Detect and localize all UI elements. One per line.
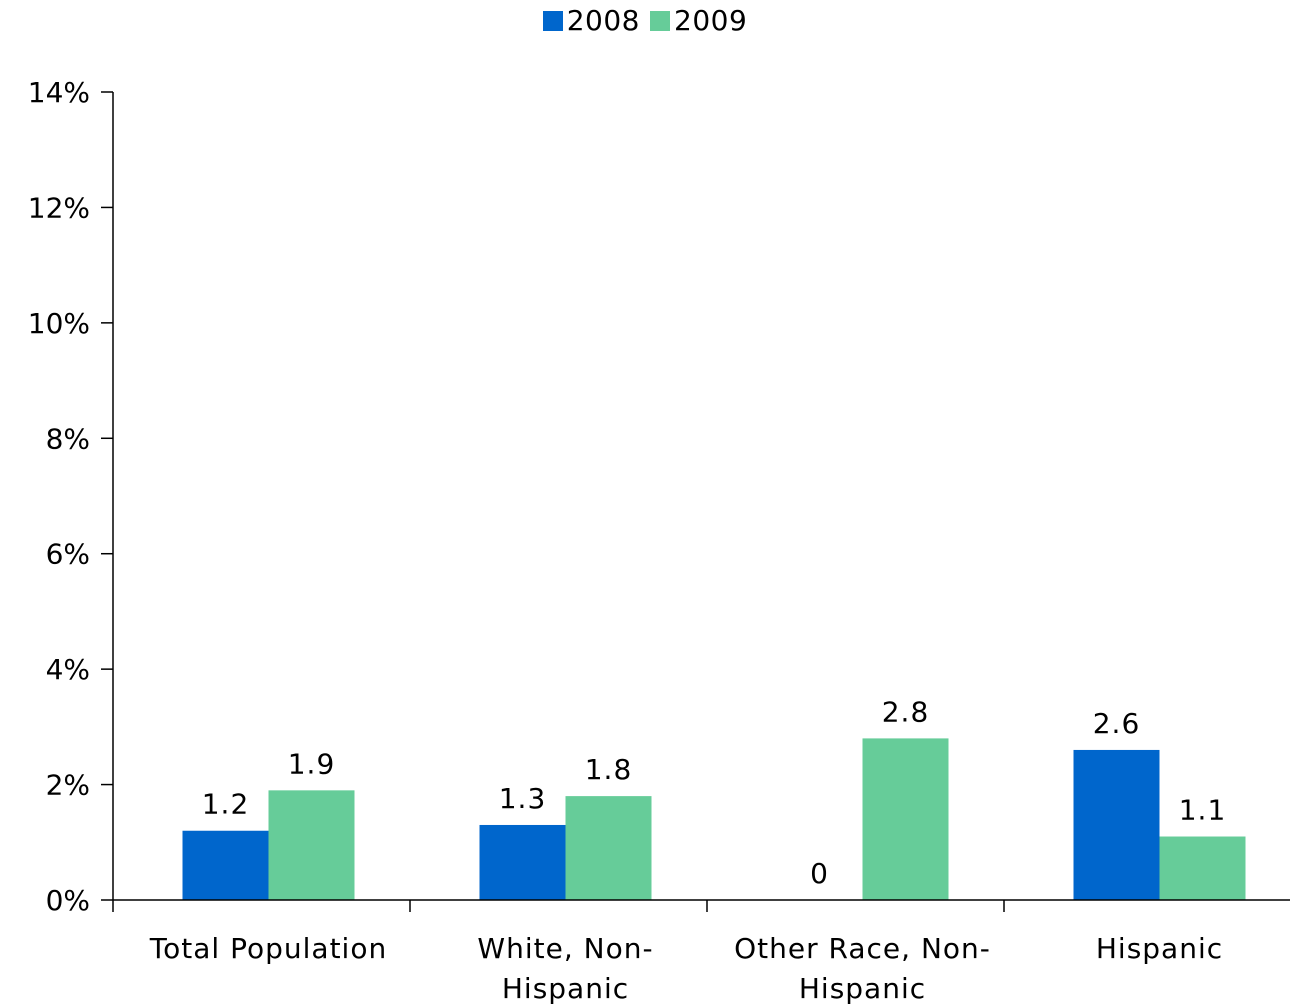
data-label-2009-2: 2.8 bbox=[882, 695, 930, 728]
data-label-2009-1: 1.8 bbox=[585, 753, 633, 786]
bar-2009-0 bbox=[268, 790, 355, 900]
bar-2008-0 bbox=[182, 830, 269, 900]
x-tick-label: Hispanic bbox=[799, 972, 926, 1005]
data-label-2008-2: 0 bbox=[810, 857, 829, 890]
bar-2008-3 bbox=[1073, 749, 1160, 900]
legend-item-2008: 2008 bbox=[542, 4, 640, 37]
bar-2009-1 bbox=[565, 796, 652, 900]
bars-group bbox=[182, 738, 1246, 900]
legend: 2008 2009 bbox=[0, 4, 1290, 37]
data-label-2009-3: 1.1 bbox=[1179, 794, 1227, 827]
y-tick-label: 4% bbox=[46, 653, 90, 686]
y-tick-label: 14% bbox=[28, 76, 90, 109]
y-tick-label: 6% bbox=[46, 538, 90, 571]
x-ticks-group: Total Population White, Non- Hispanic Other… bbox=[112, 900, 1223, 1005]
y-tick-label: 12% bbox=[28, 191, 90, 224]
legend-swatch-2009 bbox=[650, 10, 670, 31]
bar-2008-1 bbox=[479, 824, 566, 900]
y-tick-label: 0% bbox=[46, 884, 90, 917]
data-label-2008-0: 1.2 bbox=[202, 788, 250, 821]
x-tick-label: Hispanic bbox=[1096, 932, 1223, 965]
y-tick-label: 10% bbox=[28, 307, 90, 340]
legend-swatch-2008 bbox=[542, 10, 563, 31]
data-label-2008-3: 2.6 bbox=[1093, 707, 1141, 740]
legend-item-2009: 2009 bbox=[650, 4, 747, 37]
data-label-2008-1: 1.3 bbox=[499, 782, 547, 815]
axes-group bbox=[112, 92, 1290, 901]
y-ticks-group: 0% 2% 4% 6% 8% 10% 12% 14% bbox=[28, 76, 113, 917]
x-tick-label: Total Population bbox=[149, 932, 387, 965]
legend-label-2009: 2009 bbox=[674, 4, 748, 37]
y-tick-label: 2% bbox=[46, 769, 90, 802]
data-label-2009-0: 1.9 bbox=[288, 747, 336, 780]
legend-label-2008: 2008 bbox=[566, 4, 640, 37]
bar-2009-3 bbox=[1159, 836, 1246, 900]
value-labels-group: 1.2 1.9 1.3 1.8 0 2.8 2.6 1.1 bbox=[202, 695, 1227, 890]
bar-2009-2 bbox=[862, 738, 949, 900]
x-tick-label: Hispanic bbox=[502, 972, 629, 1005]
x-tick-label: Other Race, Non- bbox=[734, 932, 991, 965]
y-tick-label: 8% bbox=[46, 422, 90, 455]
x-tick-label: White, Non- bbox=[477, 932, 653, 965]
